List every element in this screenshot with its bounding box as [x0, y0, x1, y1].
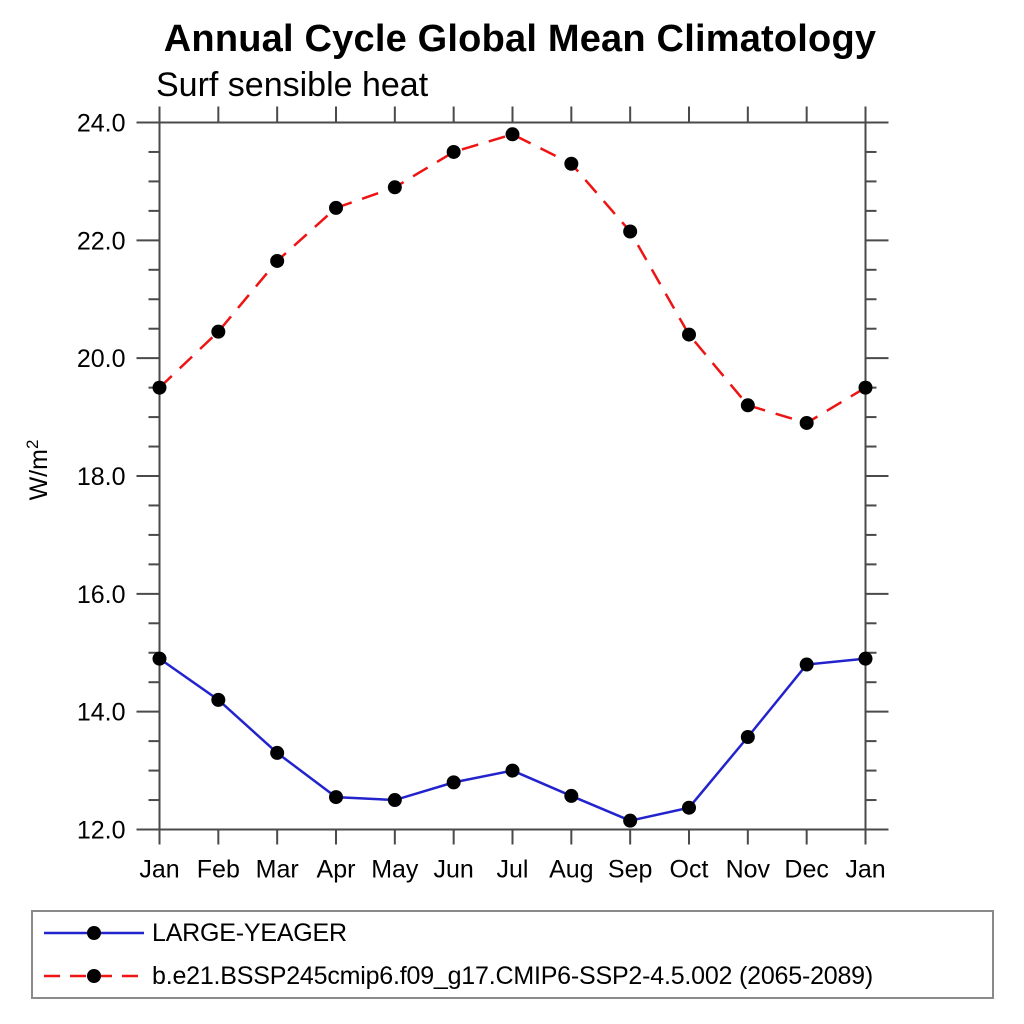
- data-point-marker: [623, 224, 638, 239]
- data-point-marker: [740, 730, 755, 745]
- data-point-marker: [799, 657, 814, 672]
- x-tick-label: Jan: [845, 856, 885, 884]
- chart-title: Annual Cycle Global Mean Climatology: [163, 18, 877, 60]
- legend-label: b.e21.BSSP245cmip6.f09_g17.CMIP6-SSP2-4.…: [152, 961, 874, 990]
- y-tick-label: 12.0: [77, 817, 126, 845]
- data-point-marker: [387, 180, 402, 195]
- data-point-marker: [682, 800, 696, 815]
- data-point-marker: [152, 651, 167, 666]
- x-tick-label: Apr: [317, 856, 356, 884]
- x-tick-label: Sep: [608, 856, 652, 884]
- legend-line-sample-dashed: [44, 969, 144, 983]
- data-point-marker: [329, 790, 343, 805]
- x-tick-label: Mar: [256, 856, 299, 884]
- legend-item-large-yeager: LARGE-YEAGER: [39, 913, 992, 953]
- series-markers-large-yeager: [152, 651, 873, 828]
- data-point-marker: [446, 144, 461, 159]
- data-point-marker: [446, 775, 461, 790]
- y-tick-label: 24.0: [77, 110, 126, 138]
- legend-line-sample-solid: [44, 926, 144, 940]
- x-tick-label: Feb: [197, 856, 240, 884]
- data-point-marker: [682, 327, 696, 342]
- data-point-marker: [152, 380, 167, 395]
- y-tick-label: 16.0: [77, 581, 126, 609]
- x-tick-label: Jun: [434, 856, 474, 884]
- y-tick-label: 18.0: [77, 463, 126, 491]
- data-point-marker: [387, 793, 402, 808]
- data-point-marker: [799, 415, 814, 430]
- x-tick-label: Aug: [549, 856, 593, 884]
- data-point-marker: [270, 745, 285, 760]
- data-point-marker: [740, 398, 755, 413]
- x-tick-label: Oct: [670, 856, 709, 884]
- legend-item-ssp245: b.e21.BSSP245cmip6.f09_g17.CMIP6-SSP2-4.…: [39, 956, 992, 996]
- legend-label: LARGE-YEAGER: [152, 918, 347, 947]
- series-line-large-yeager: [158, 657, 866, 822]
- data-point-marker: [623, 813, 638, 828]
- y-tick-label: 14.0: [77, 699, 126, 727]
- legend-box: LARGE-YEAGER b.e21.BSSP245cmip6.f09_g17.…: [31, 910, 994, 999]
- data-point-marker: [858, 651, 873, 666]
- legend-marker-dot: [87, 926, 101, 940]
- x-tick-label: Jan: [139, 856, 179, 884]
- data-point-marker: [564, 156, 579, 171]
- chart-subtitle: Surf sensible heat: [156, 66, 429, 104]
- series-markers-ssp245: [152, 127, 873, 430]
- x-axis-ticks: [158, 106, 867, 845]
- y-tick-label: 20.0: [77, 345, 126, 373]
- data-point-marker: [329, 200, 343, 215]
- x-tick-label: Nov: [726, 856, 771, 884]
- x-tick-label: May: [371, 856, 419, 884]
- x-tick-label: Jul: [497, 856, 529, 884]
- x-tick-label: Dec: [784, 856, 828, 884]
- x-tick-labels: Jan Feb Mar Apr May Jun Jul Aug Sep Oct Nov Dec Jan: [139, 856, 885, 884]
- y-tick-label: 22.0: [77, 227, 126, 255]
- data-point-marker: [270, 253, 285, 268]
- series-line-ssp245: [158, 132, 867, 425]
- legend-marker-dot: [87, 969, 101, 983]
- y-axis-ticks: [136, 121, 889, 831]
- data-point-marker: [505, 127, 520, 142]
- y-tick-labels: 12.0 14.0 16.0 18.0 20.0 22.0 24.0: [77, 110, 126, 845]
- data-point-marker: [858, 380, 873, 395]
- data-point-marker: [505, 763, 520, 778]
- data-point-marker: [564, 788, 579, 803]
- data-point-marker: [211, 324, 226, 339]
- data-point-marker: [211, 692, 226, 707]
